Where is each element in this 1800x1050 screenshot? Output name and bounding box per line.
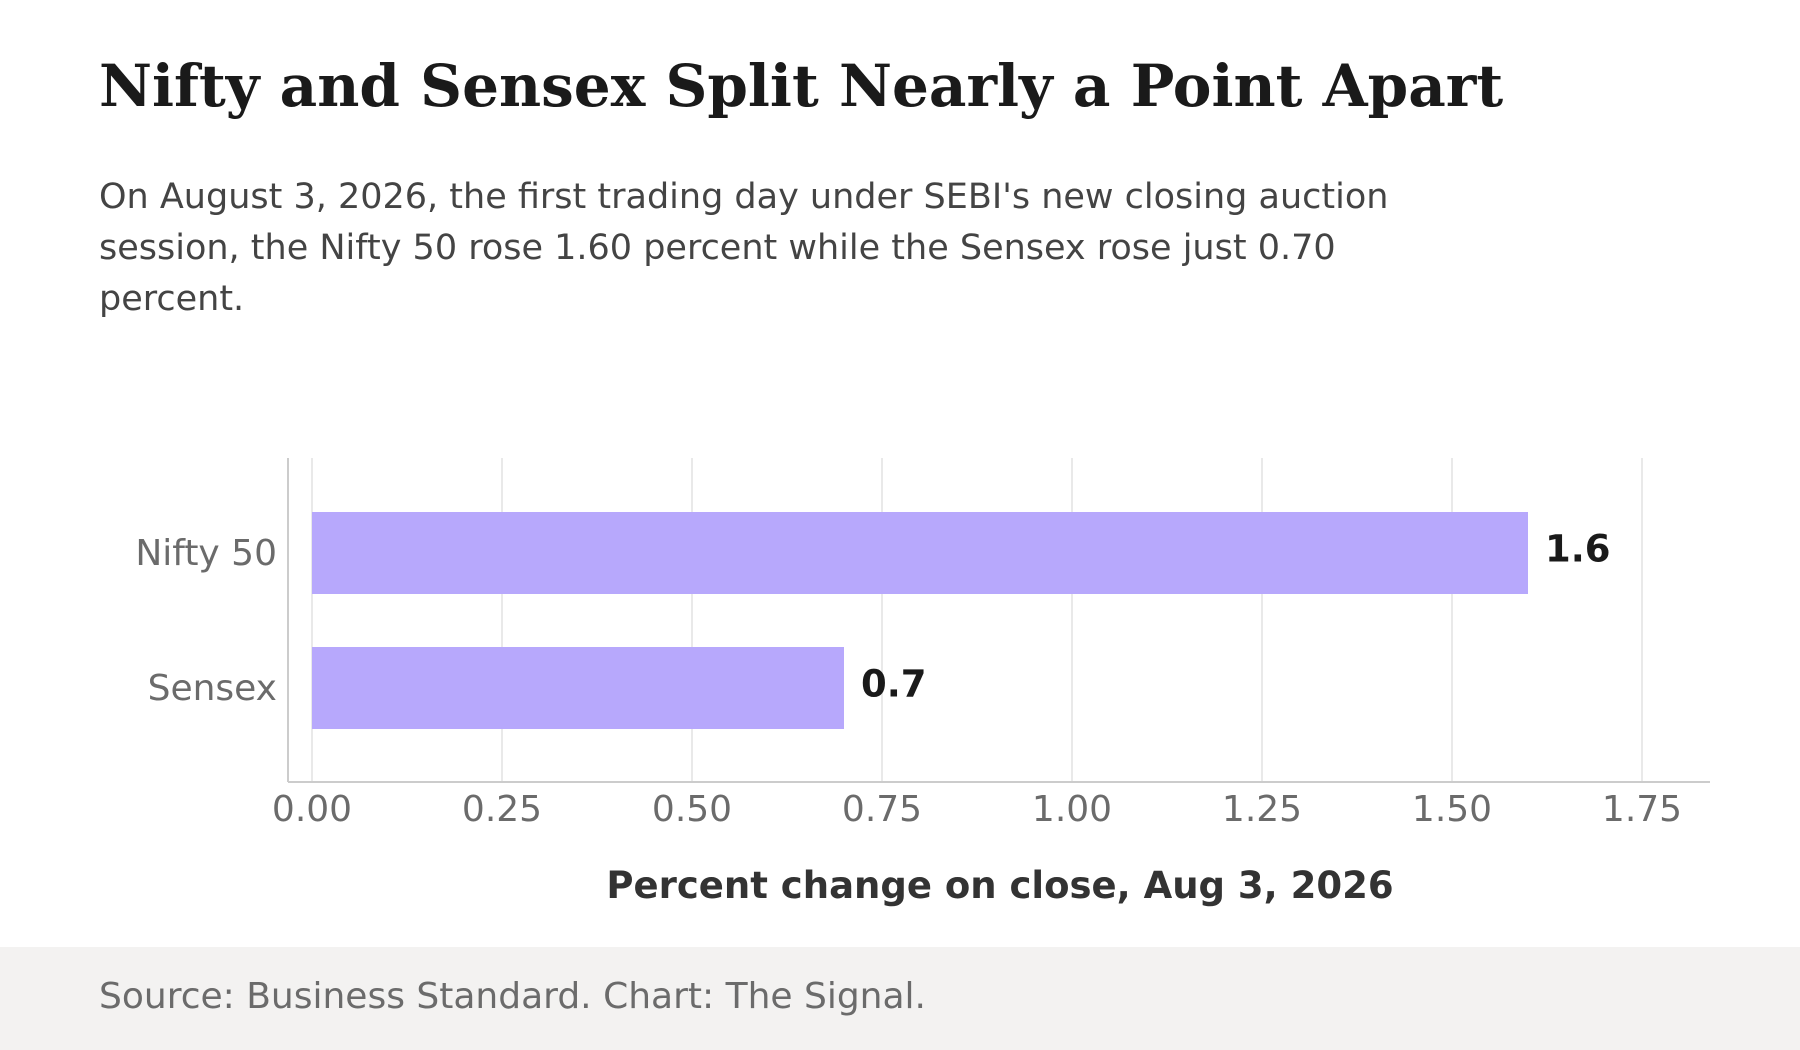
footer: Source: Business Standard. Chart: The Si…	[0, 947, 1800, 1050]
bar-chart: 1.6 Nifty 50 0.7 Sensex 0.00 0.25 0.50 0.75 1.00…	[135, 458, 1710, 907]
x-tick-label-0: 0.00	[272, 789, 352, 830]
source-note: Source: Business Standard. Chart: The Si…	[99, 976, 926, 1017]
x-axis-title: Percent change on close, Aug 3, 2026	[606, 864, 1393, 907]
category-label-0: Nifty 50	[135, 533, 277, 574]
chart-subtitle: On August 3, 2026, the first trading day…	[99, 177, 1389, 319]
bar-value-label-0: 1.6	[1545, 528, 1611, 571]
bar-1	[312, 647, 844, 729]
bar-0	[312, 512, 1528, 594]
x-tick-label-3: 0.75	[842, 789, 922, 830]
chart-title: Nifty and Sensex Split Nearly a Point Ap…	[99, 52, 1504, 120]
bar-value-label-1: 0.7	[861, 663, 927, 706]
x-tick-label-5: 1.25	[1222, 789, 1302, 830]
x-tick-label-6: 1.50	[1412, 789, 1492, 830]
category-label-1: Sensex	[148, 668, 277, 709]
x-tick-label-1: 0.25	[462, 789, 542, 830]
x-tick-label-7: 1.75	[1602, 789, 1682, 830]
x-tick-label-2: 0.50	[652, 789, 732, 830]
x-tick-label-4: 1.00	[1032, 789, 1112, 830]
